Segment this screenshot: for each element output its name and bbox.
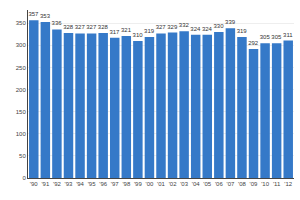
svg-text:'01: '01 — [157, 181, 165, 187]
svg-text:'08: '08 — [238, 181, 246, 187]
svg-text:'05: '05 — [203, 181, 211, 187]
svg-text:324: 324 — [202, 26, 213, 32]
svg-text:'90: '90 — [30, 181, 38, 187]
svg-text:'04: '04 — [192, 181, 200, 187]
svg-text:357: 357 — [28, 11, 39, 17]
svg-text:'95: '95 — [88, 181, 96, 187]
svg-text:300: 300 — [16, 42, 27, 48]
svg-text:'97: '97 — [111, 181, 119, 187]
svg-text:321: 321 — [121, 27, 132, 33]
svg-text:328: 328 — [98, 24, 109, 30]
svg-text:'96: '96 — [99, 181, 107, 187]
svg-text:292: 292 — [248, 40, 259, 46]
svg-text:'93: '93 — [65, 181, 73, 187]
svg-text:100: 100 — [16, 131, 27, 137]
svg-text:319: 319 — [144, 28, 155, 34]
svg-text:50: 50 — [19, 153, 26, 159]
svg-text:'92: '92 — [53, 181, 61, 187]
svg-text:311: 311 — [283, 32, 293, 38]
svg-text:150: 150 — [16, 109, 27, 115]
svg-text:330: 330 — [213, 23, 224, 29]
svg-text:'09: '09 — [250, 181, 258, 187]
svg-text:328: 328 — [63, 24, 74, 30]
svg-text:305: 305 — [271, 34, 282, 40]
svg-text:'07: '07 — [226, 181, 234, 187]
svg-text:310: 310 — [133, 32, 144, 38]
svg-text:'06: '06 — [215, 181, 223, 187]
svg-text:'94: '94 — [76, 181, 84, 187]
svg-text:336: 336 — [52, 20, 63, 26]
svg-text:329: 329 — [167, 24, 178, 30]
svg-text:319: 319 — [237, 28, 248, 34]
svg-text:317: 317 — [109, 29, 120, 35]
svg-text:'99: '99 — [134, 181, 142, 187]
svg-text:324: 324 — [190, 26, 201, 32]
svg-text:'11: '11 — [273, 181, 281, 187]
svg-text:'98: '98 — [122, 181, 130, 187]
svg-text:'12: '12 — [284, 181, 292, 187]
svg-text:0: 0 — [22, 175, 26, 181]
svg-text:327: 327 — [156, 24, 167, 30]
svg-text:'02: '02 — [169, 181, 177, 187]
svg-text:332: 332 — [179, 22, 190, 28]
svg-text:339: 339 — [225, 19, 236, 25]
svg-text:'10: '10 — [261, 181, 269, 187]
svg-text:'03: '03 — [180, 181, 188, 187]
svg-text:327: 327 — [86, 24, 97, 30]
svg-text:350: 350 — [16, 20, 27, 26]
svg-text:353: 353 — [40, 13, 51, 19]
svg-text:'00: '00 — [146, 181, 154, 187]
svg-text:'91: '91 — [41, 181, 49, 187]
svg-text:250: 250 — [16, 65, 27, 71]
svg-text:327: 327 — [75, 24, 86, 30]
svg-text:305: 305 — [260, 34, 271, 40]
svg-text:200: 200 — [16, 87, 27, 93]
